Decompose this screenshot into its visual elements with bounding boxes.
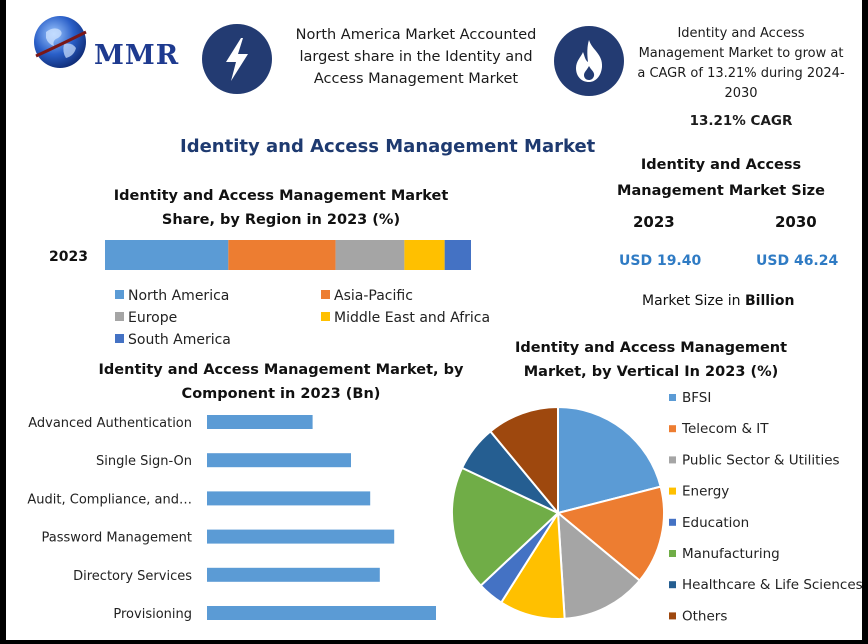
region-chart: 2023 North America Asia-Pacific Europe Middl… bbox=[49, 240, 490, 348]
component-bar-provisioning bbox=[207, 606, 436, 620]
pie-legend-swatch-healthcare-life-sciences bbox=[669, 581, 676, 589]
lightning-icon bbox=[226, 38, 248, 81]
infographic-card: MMR North America Market Accounted large… bbox=[6, 0, 862, 640]
region-legend-label-europe: Europe bbox=[128, 310, 177, 326]
vertical-chart-title: Identity and Access Management Market, b… bbox=[514, 340, 788, 380]
component-label-provisioning: Provisioning bbox=[113, 607, 192, 622]
component-bar-directory-services bbox=[207, 567, 380, 582]
main-title: Identity and Access Management Market bbox=[180, 136, 596, 157]
market-size-unit-prefix: Market Size in bbox=[642, 293, 745, 309]
pie-slice-telecom-it bbox=[555, 485, 665, 582]
component-chart-title: Identity and Access Management Market, b… bbox=[98, 362, 464, 402]
region-category-label: 2023 bbox=[49, 249, 88, 265]
pie-legend-label-public-sector-utilities: Public Sector & Utilities bbox=[682, 452, 840, 468]
pie-legend-label-energy: Energy bbox=[682, 484, 729, 500]
cagr-label: 13.21% CAGR bbox=[689, 113, 793, 129]
market-size-year-2030: 2030 bbox=[775, 213, 817, 231]
region-legend-label-north-america: North America bbox=[128, 288, 229, 304]
component-label-audit-compliance-and: Audit, Compliance, and… bbox=[27, 492, 192, 507]
component-label-directory-services: Directory Services bbox=[73, 569, 192, 584]
component-bar-audit-compliance-and bbox=[207, 491, 371, 506]
pie-legend-swatch-others bbox=[669, 612, 676, 620]
region-bar-europe bbox=[335, 240, 405, 270]
pie-legend-swatch-education bbox=[669, 518, 676, 526]
market-size-unit: Market Size in Billion bbox=[642, 293, 794, 309]
pie-legend-swatch-bfsi bbox=[669, 394, 676, 401]
logo-text: MMR bbox=[94, 40, 180, 71]
pie-legend-label-telecom-it: Telecom & IT bbox=[681, 421, 769, 437]
pie-legend-label-others: Others bbox=[682, 608, 727, 624]
pie-legend-swatch-energy bbox=[669, 487, 676, 495]
pie-legend-swatch-public-sector-utilities bbox=[669, 456, 676, 464]
headline-left: North America Market Accounted largest s… bbox=[295, 27, 537, 87]
component-chart: Advanced Authentication Single Sign-On Aud… bbox=[27, 415, 436, 622]
pie-slice-others bbox=[489, 405, 559, 516]
component-label-password-management: Password Management bbox=[42, 531, 193, 546]
component-bar-advanced-authentication bbox=[207, 415, 313, 429]
pie-legend-swatch-manufacturing bbox=[669, 550, 676, 557]
region-legend-label-south-america: South America bbox=[128, 332, 231, 348]
component-bar-single-sign-on bbox=[207, 453, 351, 468]
component-label-single-sign-on: Single Sign-On bbox=[96, 454, 192, 469]
pie-slice-public-sector-utilities bbox=[556, 510, 642, 620]
pie-legend-swatch-telecom-it bbox=[669, 425, 676, 433]
region-bar-asia-pacific bbox=[228, 240, 336, 270]
region-legend-swatch-north-america bbox=[115, 290, 124, 299]
region-chart-title: Identity and Access Management Market Sh… bbox=[113, 188, 449, 228]
market-size-year-2023: 2023 bbox=[633, 213, 675, 231]
region-legend-swatch-south-america bbox=[115, 334, 124, 343]
region-legend-swatch-asia-pacific bbox=[321, 290, 330, 299]
pie-legend-label-manufacturing: Manufacturing bbox=[682, 546, 780, 562]
region-legend-swatch-middle-east-and-africa bbox=[321, 312, 330, 321]
component-bar-password-management bbox=[207, 529, 395, 544]
region-legend-label-middle-east-and-africa: Middle East and Africa bbox=[334, 310, 490, 326]
headline-right: Identity and Access Management Market to… bbox=[637, 26, 845, 101]
component-label-advanced-authentication: Advanced Authentication bbox=[28, 416, 192, 431]
pie-legend-label-education: Education bbox=[682, 515, 749, 531]
market-size-title: Identity and Access Management Market Si… bbox=[617, 157, 825, 199]
market-size-unit-bold: Billion bbox=[744, 293, 795, 309]
pie-slice-manufacturing bbox=[451, 466, 560, 587]
vertical-chart: BFSI Telecom & IT Public Sector & Utilitie… bbox=[451, 390, 862, 624]
flame-icon-circle bbox=[554, 26, 624, 96]
flame-icon bbox=[576, 40, 603, 82]
region-legend-swatch-europe bbox=[115, 312, 124, 321]
pie-legend-label-bfsi: BFSI bbox=[682, 390, 711, 406]
region-bar-south-america bbox=[444, 240, 471, 270]
region-bar-middle-east-and-africa bbox=[404, 240, 445, 270]
globe-icon bbox=[34, 16, 87, 68]
pie-slice-bfsi bbox=[557, 405, 662, 515]
region-bar-north-america bbox=[105, 240, 229, 270]
region-legend-label-asia-pacific: Asia-Pacific bbox=[334, 288, 413, 304]
lightning-icon-circle bbox=[202, 24, 272, 94]
pie-legend-label-healthcare-life-sciences: Healthcare & Life Sciences bbox=[682, 577, 862, 593]
market-size-value-2023: USD 19.40 bbox=[619, 253, 702, 269]
market-size-value-2030: USD 46.24 bbox=[756, 253, 839, 269]
